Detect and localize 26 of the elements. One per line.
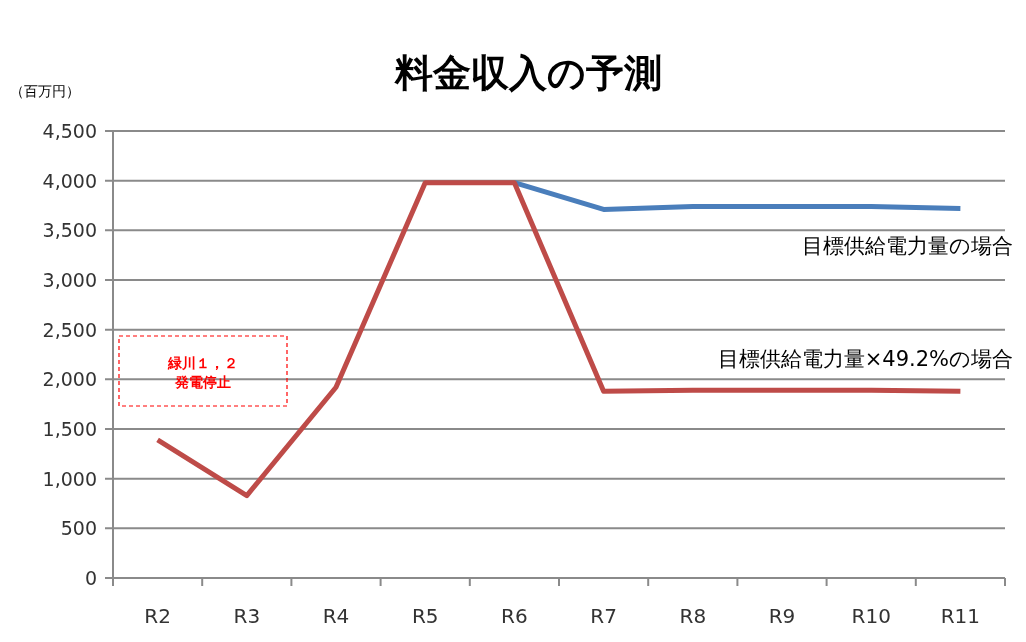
- x-tick-label: R2: [144, 604, 171, 628]
- x-tick-label: R9: [768, 604, 796, 628]
- y-tick-label: 2,500: [42, 318, 97, 341]
- x-tick-label: R4: [322, 604, 350, 628]
- y-tick-label: 4,000: [42, 169, 97, 192]
- y-tick-label: 4,500: [42, 120, 97, 142]
- y-tick-label: 3,000: [42, 269, 97, 291]
- y-tick-label: 3,500: [42, 219, 97, 242]
- y-tick-label: 2,000: [42, 368, 97, 391]
- y-tick-label: 0: [84, 567, 97, 589]
- y-tick-label: 500: [60, 517, 97, 540]
- x-tick-label: R3: [233, 604, 261, 628]
- x-tick-label: R5: [411, 604, 439, 628]
- x-tick-label: R8: [679, 604, 707, 628]
- x-tick-label: R6: [501, 604, 528, 628]
- series-label: 目標供給電力量×49.2%の場合: [717, 347, 1013, 372]
- series-label: 目標供給電力量の場合: [802, 234, 1013, 259]
- y-axis-title: （百万円）: [10, 83, 80, 99]
- chart-title: 料金収入の予測: [393, 51, 662, 95]
- x-tick-label: R10: [851, 604, 891, 628]
- x-tick-label: R7: [590, 604, 617, 628]
- annotation: 緑川１，２: [167, 354, 238, 371]
- annotation: 発電停止: [174, 373, 231, 390]
- y-tick-label: 1,000: [42, 467, 97, 490]
- y-tick-label: 1,500: [42, 418, 97, 440]
- x-tick-label: R11: [940, 604, 981, 628]
